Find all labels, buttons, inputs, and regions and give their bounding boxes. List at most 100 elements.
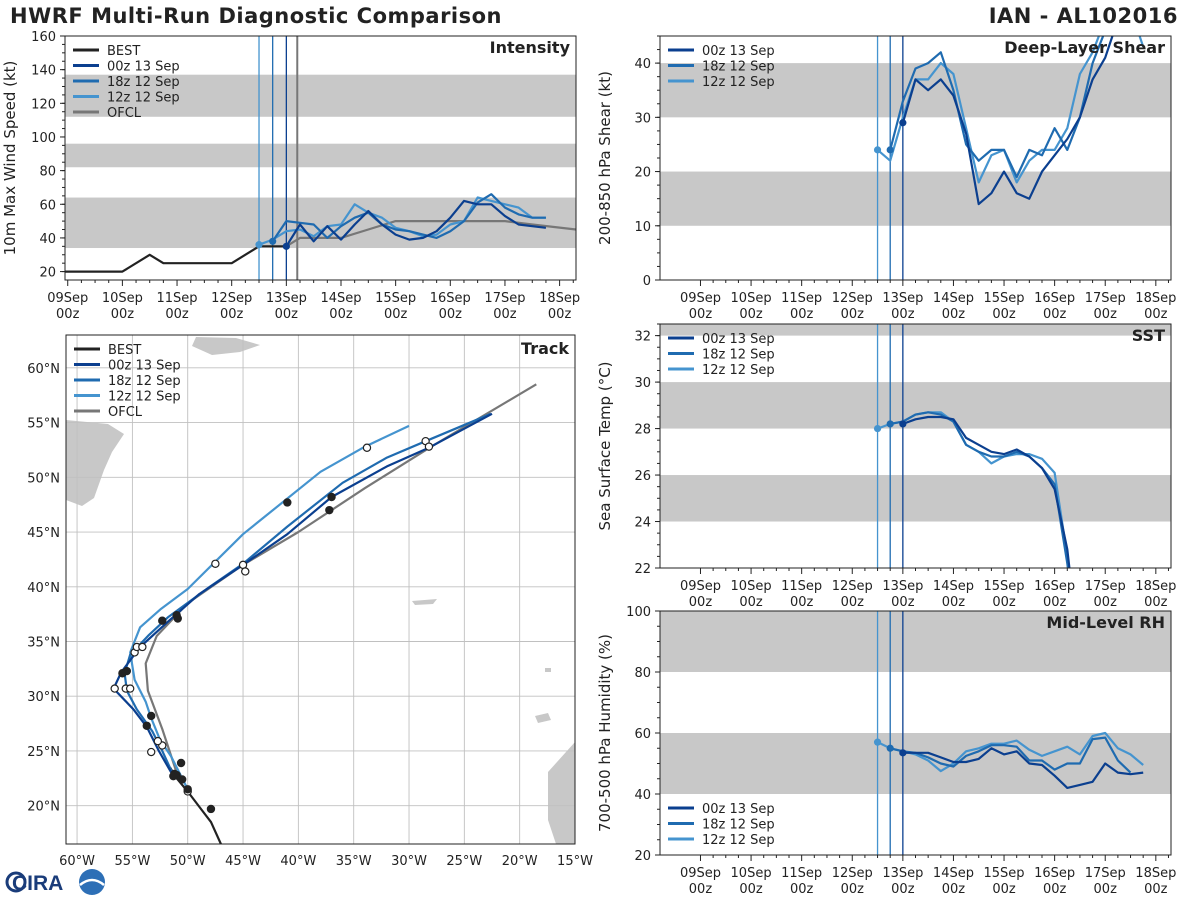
track-line-12z-12-sep xyxy=(129,424,410,790)
track-landmass xyxy=(535,713,551,723)
intensity-xtick-label: 18Sep xyxy=(539,291,580,306)
intensity-xtick-label: 13Sep xyxy=(266,291,307,306)
rh-ytick-label: 20 xyxy=(634,849,651,864)
rh-xtick-sublabel: 00z xyxy=(992,882,1016,897)
intensity-xtick-label: 14Sep xyxy=(320,291,361,306)
shear-xtick-sublabel: 00z xyxy=(739,307,763,322)
logo-swoosh-icon xyxy=(79,878,105,886)
shear-start-point-00z-13-sep xyxy=(899,119,907,127)
shear-legend-item-00z-13-sep: 00z 13 Sep xyxy=(702,44,775,59)
sst-ylabel: Sea Surface Temp (°C) xyxy=(596,361,614,530)
rh-legend-item-12z-12-sep: 12z 12 Sep xyxy=(702,833,775,848)
sst-series xyxy=(873,411,1071,568)
shear-line-12z-12-sep xyxy=(876,36,1145,184)
track-lat-label: 40°N xyxy=(27,581,60,596)
rh-line-00z-13-sep xyxy=(902,747,1144,790)
track-lat-label: 45°N xyxy=(27,526,60,541)
intensity-ytick-label: 80 xyxy=(39,165,56,180)
rh-xtick-label: 11Sep xyxy=(781,866,822,881)
shear-legend-item-12z-12-sep: 12z 12 Sep xyxy=(702,75,775,90)
sst-band-2 xyxy=(660,324,1171,336)
intensity-xtick-label: 09Sep xyxy=(47,291,88,306)
track-panel: 60°W 55°W 50°W 45°W 40°W 35°W 30°W 25°W 20°W 15°W… xyxy=(27,334,593,869)
sst-xtick-label: 18Sep xyxy=(1135,579,1176,594)
shear-xtick-sublabel: 00z xyxy=(1144,307,1168,322)
intensity-xtick-sublabel: 00z xyxy=(275,307,299,322)
track-lon-label: 50°W xyxy=(170,854,206,869)
shear-xtick-sublabel: 00z xyxy=(1094,307,1118,322)
track-title: Track xyxy=(521,339,569,358)
sst-ytick-label: 32 xyxy=(634,330,651,345)
track-lat-label: 25°N xyxy=(27,745,60,760)
sst-band-0 xyxy=(660,475,1171,522)
track-marker-12z-12-sep xyxy=(183,785,192,794)
sst-ytick-label: 24 xyxy=(634,516,651,531)
shear-ylabel: 200-850 hPa Shear (kt) xyxy=(596,71,614,245)
shear-xtick-label: 18Sep xyxy=(1135,291,1176,306)
shear-band-0 xyxy=(660,171,1171,226)
track-marker-12z-12-sep xyxy=(211,559,220,568)
logo-text: CIRA xyxy=(12,872,63,895)
track-lon-label: 45°W xyxy=(225,854,261,869)
sst-xtick-sublabel: 00z xyxy=(891,595,915,610)
shear-xtick-label: 10Sep xyxy=(731,291,772,306)
intensity-xtick-label: 12Sep xyxy=(211,291,252,306)
intensity-xtick-sublabel: 00z xyxy=(220,307,244,322)
track-lat-label: 35°N xyxy=(27,635,60,650)
track-legend-item-12z-12-sep: 12z 12 Sep xyxy=(108,390,181,405)
rh-band-1 xyxy=(660,611,1171,672)
track-marker-00z-13-sep xyxy=(138,642,147,652)
shear-ytick-label: 30 xyxy=(634,111,651,126)
rh-xtick-sublabel: 00z xyxy=(689,882,713,897)
shear-xtick-sublabel: 00z xyxy=(942,307,966,322)
sst-xtick-label: 10Sep xyxy=(731,579,772,594)
track-landmass xyxy=(412,599,437,605)
intensity-xtick-sublabel: 00z xyxy=(548,307,572,322)
rh-xtick-label: 09Sep xyxy=(680,866,721,881)
shear-xtick-label: 17Sep xyxy=(1085,291,1126,306)
track-marker-00z-13-sep xyxy=(147,711,156,721)
track-landmass xyxy=(66,420,124,506)
intensity-ytick-label: 20 xyxy=(39,266,56,281)
storm-id: IAN - AL102016 xyxy=(988,4,1178,28)
intensity-line-best xyxy=(65,245,287,273)
sst-xtick-sublabel: 00z xyxy=(790,595,814,610)
rh-band-0 xyxy=(660,733,1171,794)
rh-start-point-00z-13-sep xyxy=(899,749,907,757)
intensity-xtick-label: 10Sep xyxy=(102,291,143,306)
sst-line-18z-12-sep xyxy=(890,411,1070,568)
rh-xtick-sublabel: 00z xyxy=(790,882,814,897)
shear-panel: 01020304009Sep00z10Sep00z11Sep00z12Sep00… xyxy=(596,35,1176,322)
track-legend-item-ofcl: OFCL xyxy=(108,405,143,420)
shear-ytick-label: 10 xyxy=(634,220,651,235)
shear-xtick-sublabel: 00z xyxy=(891,307,915,322)
sst-start-point-12z-12-sep xyxy=(873,424,882,433)
track-marker-12z-12-sep xyxy=(362,443,372,452)
rh-xtick-label: 15Sep xyxy=(984,866,1025,881)
sst-title: SST xyxy=(1132,326,1165,345)
track-lat-label: 55°N xyxy=(27,417,60,432)
track-lat-label: 20°N xyxy=(27,800,60,815)
sst-legend-item-18z-12-sep: 18z 12 Sep xyxy=(702,348,775,363)
sst-xtick-label: 12Sep xyxy=(832,579,873,594)
intensity-line-18z-12-sep xyxy=(271,193,546,242)
track-lat-label: 60°N xyxy=(27,362,60,377)
track-line-18z-12-sep xyxy=(123,412,492,776)
track-marker-00z-13-sep xyxy=(122,666,132,676)
intensity-ylabel: 10m Max Wind Speed (kt) xyxy=(1,61,19,256)
shear-start-point-12z-12-sep xyxy=(873,146,882,154)
track-marker-ofcl xyxy=(325,505,334,515)
shear-xtick-label: 09Sep xyxy=(680,291,721,306)
intensity-xtick-sublabel: 00z xyxy=(165,307,189,322)
track-marker-00z-13-sep xyxy=(153,736,163,746)
intensity-xtick-sublabel: 00z xyxy=(329,307,353,322)
track-marker-00z-13-sep xyxy=(173,614,182,623)
track-landmass xyxy=(192,337,260,355)
track-lon-label: 20°W xyxy=(502,854,538,869)
track-marker-00z-13-sep xyxy=(169,771,178,781)
